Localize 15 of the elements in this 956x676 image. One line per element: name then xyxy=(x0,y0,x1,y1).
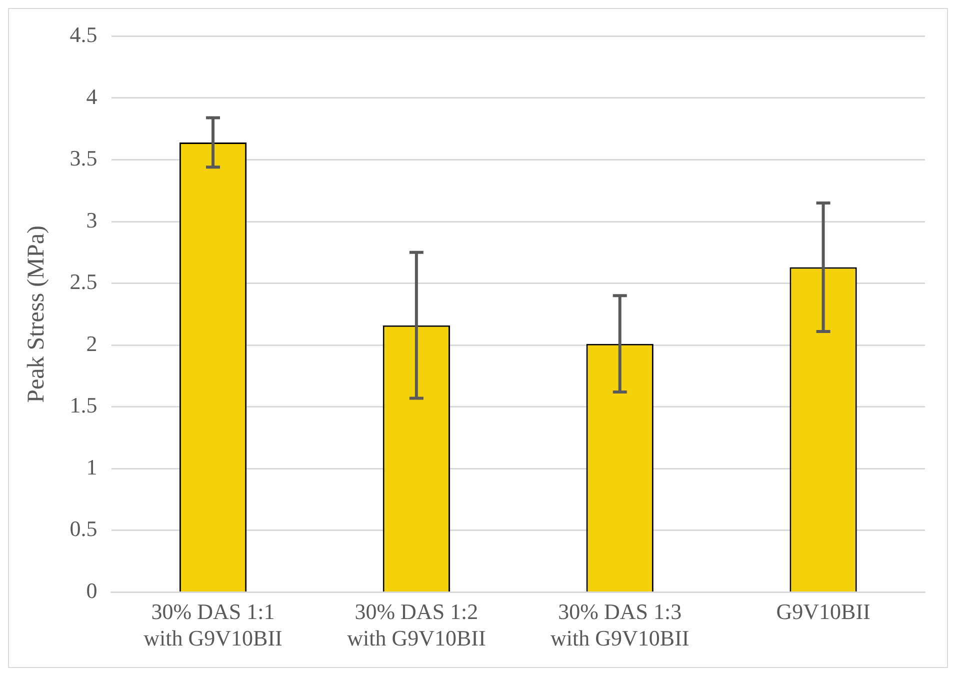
y-axis-title: Peak Stress (MPa) xyxy=(24,226,50,403)
y-tick-label: 0.5 xyxy=(70,516,98,542)
y-tick-label: 0 xyxy=(86,578,98,603)
x-tick-label: 30% DAS 1:1 with G9V10BII xyxy=(144,599,282,651)
x-tick-label: 30% DAS 1:3 with G9V10BII xyxy=(550,599,690,651)
y-tick-label: 3.5 xyxy=(70,146,98,171)
y-tick-label: 1.5 xyxy=(70,392,98,418)
y-tick-label: 1 xyxy=(86,454,98,480)
x-tick-label: G9V10BII xyxy=(776,599,870,624)
x-tick-label: 30% DAS 1:2 with G9V10BII xyxy=(347,599,486,651)
y-tick-label: 4.5 xyxy=(70,22,98,47)
y-tick-label: 2 xyxy=(86,330,98,356)
y-tick-label: 3 xyxy=(86,207,98,232)
y-tick-label: 2.5 xyxy=(70,269,98,294)
y-tick-label: 4 xyxy=(86,84,98,109)
